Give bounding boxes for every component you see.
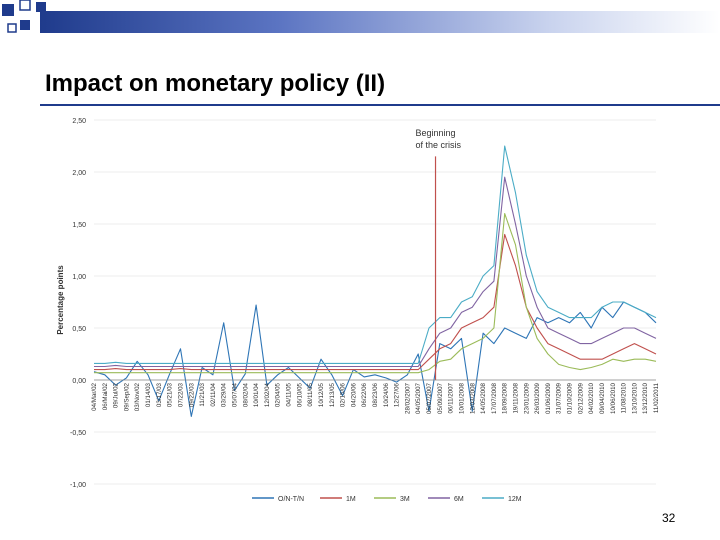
title-underline xyxy=(40,104,720,106)
x-tick-label: 13/10/2010 xyxy=(631,382,638,414)
x-tick-label: 10/06/2010 xyxy=(610,382,617,414)
y-tick-label: 2,00 xyxy=(72,170,86,177)
x-tick-label: 04/Mar/02 xyxy=(91,382,98,410)
y-tick-label: 2,50 xyxy=(72,118,86,125)
x-tick-label: 01/14/03 xyxy=(145,382,152,407)
x-tick-label: 12/27/06 xyxy=(394,382,401,407)
series-line-3m xyxy=(94,213,657,374)
x-tick-label: 11/21/03 xyxy=(199,382,206,406)
x-tick-label: 08/02/04 xyxy=(242,382,249,407)
x-tick-label: 02/12/2009 xyxy=(577,382,584,414)
x-tick-label: 08/11/05 xyxy=(307,382,314,406)
series-line-o-n-t-n xyxy=(93,301,657,417)
x-tick-label: 12/02/04 xyxy=(264,382,271,407)
crisis-annotation-line1: Beginning xyxy=(416,128,456,138)
x-tick-label: 02/04/05 xyxy=(275,382,282,407)
x-tick-label: 17/07/2008 xyxy=(491,382,498,414)
slide-title: Impact on monetary policy (II) xyxy=(45,70,386,97)
deco-square-5 xyxy=(7,23,17,33)
x-tick-label: 03/17/03 xyxy=(156,382,163,407)
chart-legend: O/N-T/N 1M 3M 6M 12M xyxy=(252,496,522,503)
deco-square-1 xyxy=(2,4,14,16)
y-tick-label: -1,00 xyxy=(70,482,86,489)
x-tick-label: 12/13/05 xyxy=(329,382,336,407)
chart-grid xyxy=(94,119,656,485)
x-tick-label: 10/01/04 xyxy=(253,382,260,407)
x-tick-label: 04/20/06 xyxy=(350,382,357,407)
x-tick-label: 31/07/2009 xyxy=(556,382,563,414)
y-axis-label: Percentage points xyxy=(56,265,65,335)
x-tick-label: 10/24/06 xyxy=(383,382,390,407)
x-tick-label: 28/02/2007 xyxy=(404,382,411,414)
x-tick-label: 04/05/2007 xyxy=(415,382,422,414)
series-line-1m xyxy=(94,233,657,371)
x-tick-label: 04/02/2010 xyxy=(588,382,595,414)
x-tick-label: 26/03/2009 xyxy=(534,382,541,414)
header-gradient-bar xyxy=(40,11,720,33)
y-tick-label: 0,00 xyxy=(72,378,86,385)
chart-container: 2,50 2,00 1,50 1,00 0,50 0,00 -0,50 -1,00 Perce… xyxy=(44,110,662,514)
x-tick-label: 10/01/2008 xyxy=(459,382,466,414)
series-line-6m xyxy=(94,176,657,368)
x-tick-label: 19/11/2008 xyxy=(513,382,520,413)
legend-label: 6M xyxy=(454,496,464,503)
crisis-annotation-line2: of the crisis xyxy=(416,140,462,150)
deco-square-2 xyxy=(19,0,31,11)
x-tick-label: 02/11/04 xyxy=(210,382,217,406)
x-tick-label: 09/Sep/02 xyxy=(123,382,130,411)
x-tick-label: 10/12/05 xyxy=(318,382,325,407)
x-tick-label: 01/10/2009 xyxy=(567,382,574,414)
x-tick-label: 13/12/2010 xyxy=(642,382,649,414)
x-tick-label: 09/04/2010 xyxy=(599,382,606,414)
x-tick-label: 04/11/05 xyxy=(286,382,293,406)
x-tick-label: 03/29/04 xyxy=(221,382,228,407)
x-tick-label: 09/Jul/02 xyxy=(113,382,120,408)
legend-label: 3M xyxy=(400,496,410,503)
x-tick-label: 06/10/05 xyxy=(296,382,303,407)
x-tick-label: 08/23/06 xyxy=(372,382,379,407)
x-tick-label: 01/06/2009 xyxy=(545,382,552,414)
x-tick-label: 11/08/2010 xyxy=(621,382,628,413)
deco-square-3 xyxy=(36,2,46,12)
x-tick-label: 03/Nov/02 xyxy=(134,382,141,411)
x-tick-label: 05/07/2007 xyxy=(426,382,433,414)
x-axis-ticks: 04/Mar/02 06/Mai/02 09/Jul/02 09/Sep/02 03/N… xyxy=(91,382,660,414)
y-axis-ticks: 2,50 2,00 1,50 1,00 0,50 0,00 -0,50 -1,00 xyxy=(70,118,86,489)
x-tick-label: 23/01/2009 xyxy=(523,382,530,414)
x-tick-label: 12/03/2008 xyxy=(469,382,476,414)
x-tick-label: 07/22/03 xyxy=(178,382,185,407)
line-chart: 2,50 2,00 1,50 1,00 0,50 0,00 -0,50 -1,00 Perce… xyxy=(56,118,660,503)
x-tick-label: 11/02/2011 xyxy=(653,382,660,413)
deco-square-4 xyxy=(20,20,30,30)
x-tick-label: 06/22/06 xyxy=(361,382,368,407)
y-tick-label: 1,50 xyxy=(72,222,86,229)
decorative-squares xyxy=(2,0,46,33)
x-tick-label: 05/21/03 xyxy=(167,382,174,407)
x-tick-label: 06/11/2007 xyxy=(448,382,455,413)
x-tick-label: 05/07/04 xyxy=(232,382,239,407)
x-tick-label: 05/09/2007 xyxy=(437,382,444,414)
legend-label: 1M xyxy=(346,496,356,503)
x-tick-label: 02/15/06 xyxy=(340,382,347,407)
y-tick-label: 1,00 xyxy=(72,274,86,281)
legend-label: 12M xyxy=(508,496,522,503)
chart-series xyxy=(93,145,657,417)
slide-number: 32 xyxy=(662,511,676,525)
x-tick-label: 09/22/03 xyxy=(188,382,195,407)
x-tick-label: 14/05/2008 xyxy=(480,382,487,414)
y-tick-label: -0,50 xyxy=(70,430,86,437)
x-tick-label: 06/Mai/02 xyxy=(102,382,109,410)
legend-label: O/N-T/N xyxy=(278,496,304,503)
y-tick-label: 0,50 xyxy=(72,326,86,333)
x-tick-label: 18/09/2008 xyxy=(502,382,509,414)
series-line-12m xyxy=(94,145,657,364)
